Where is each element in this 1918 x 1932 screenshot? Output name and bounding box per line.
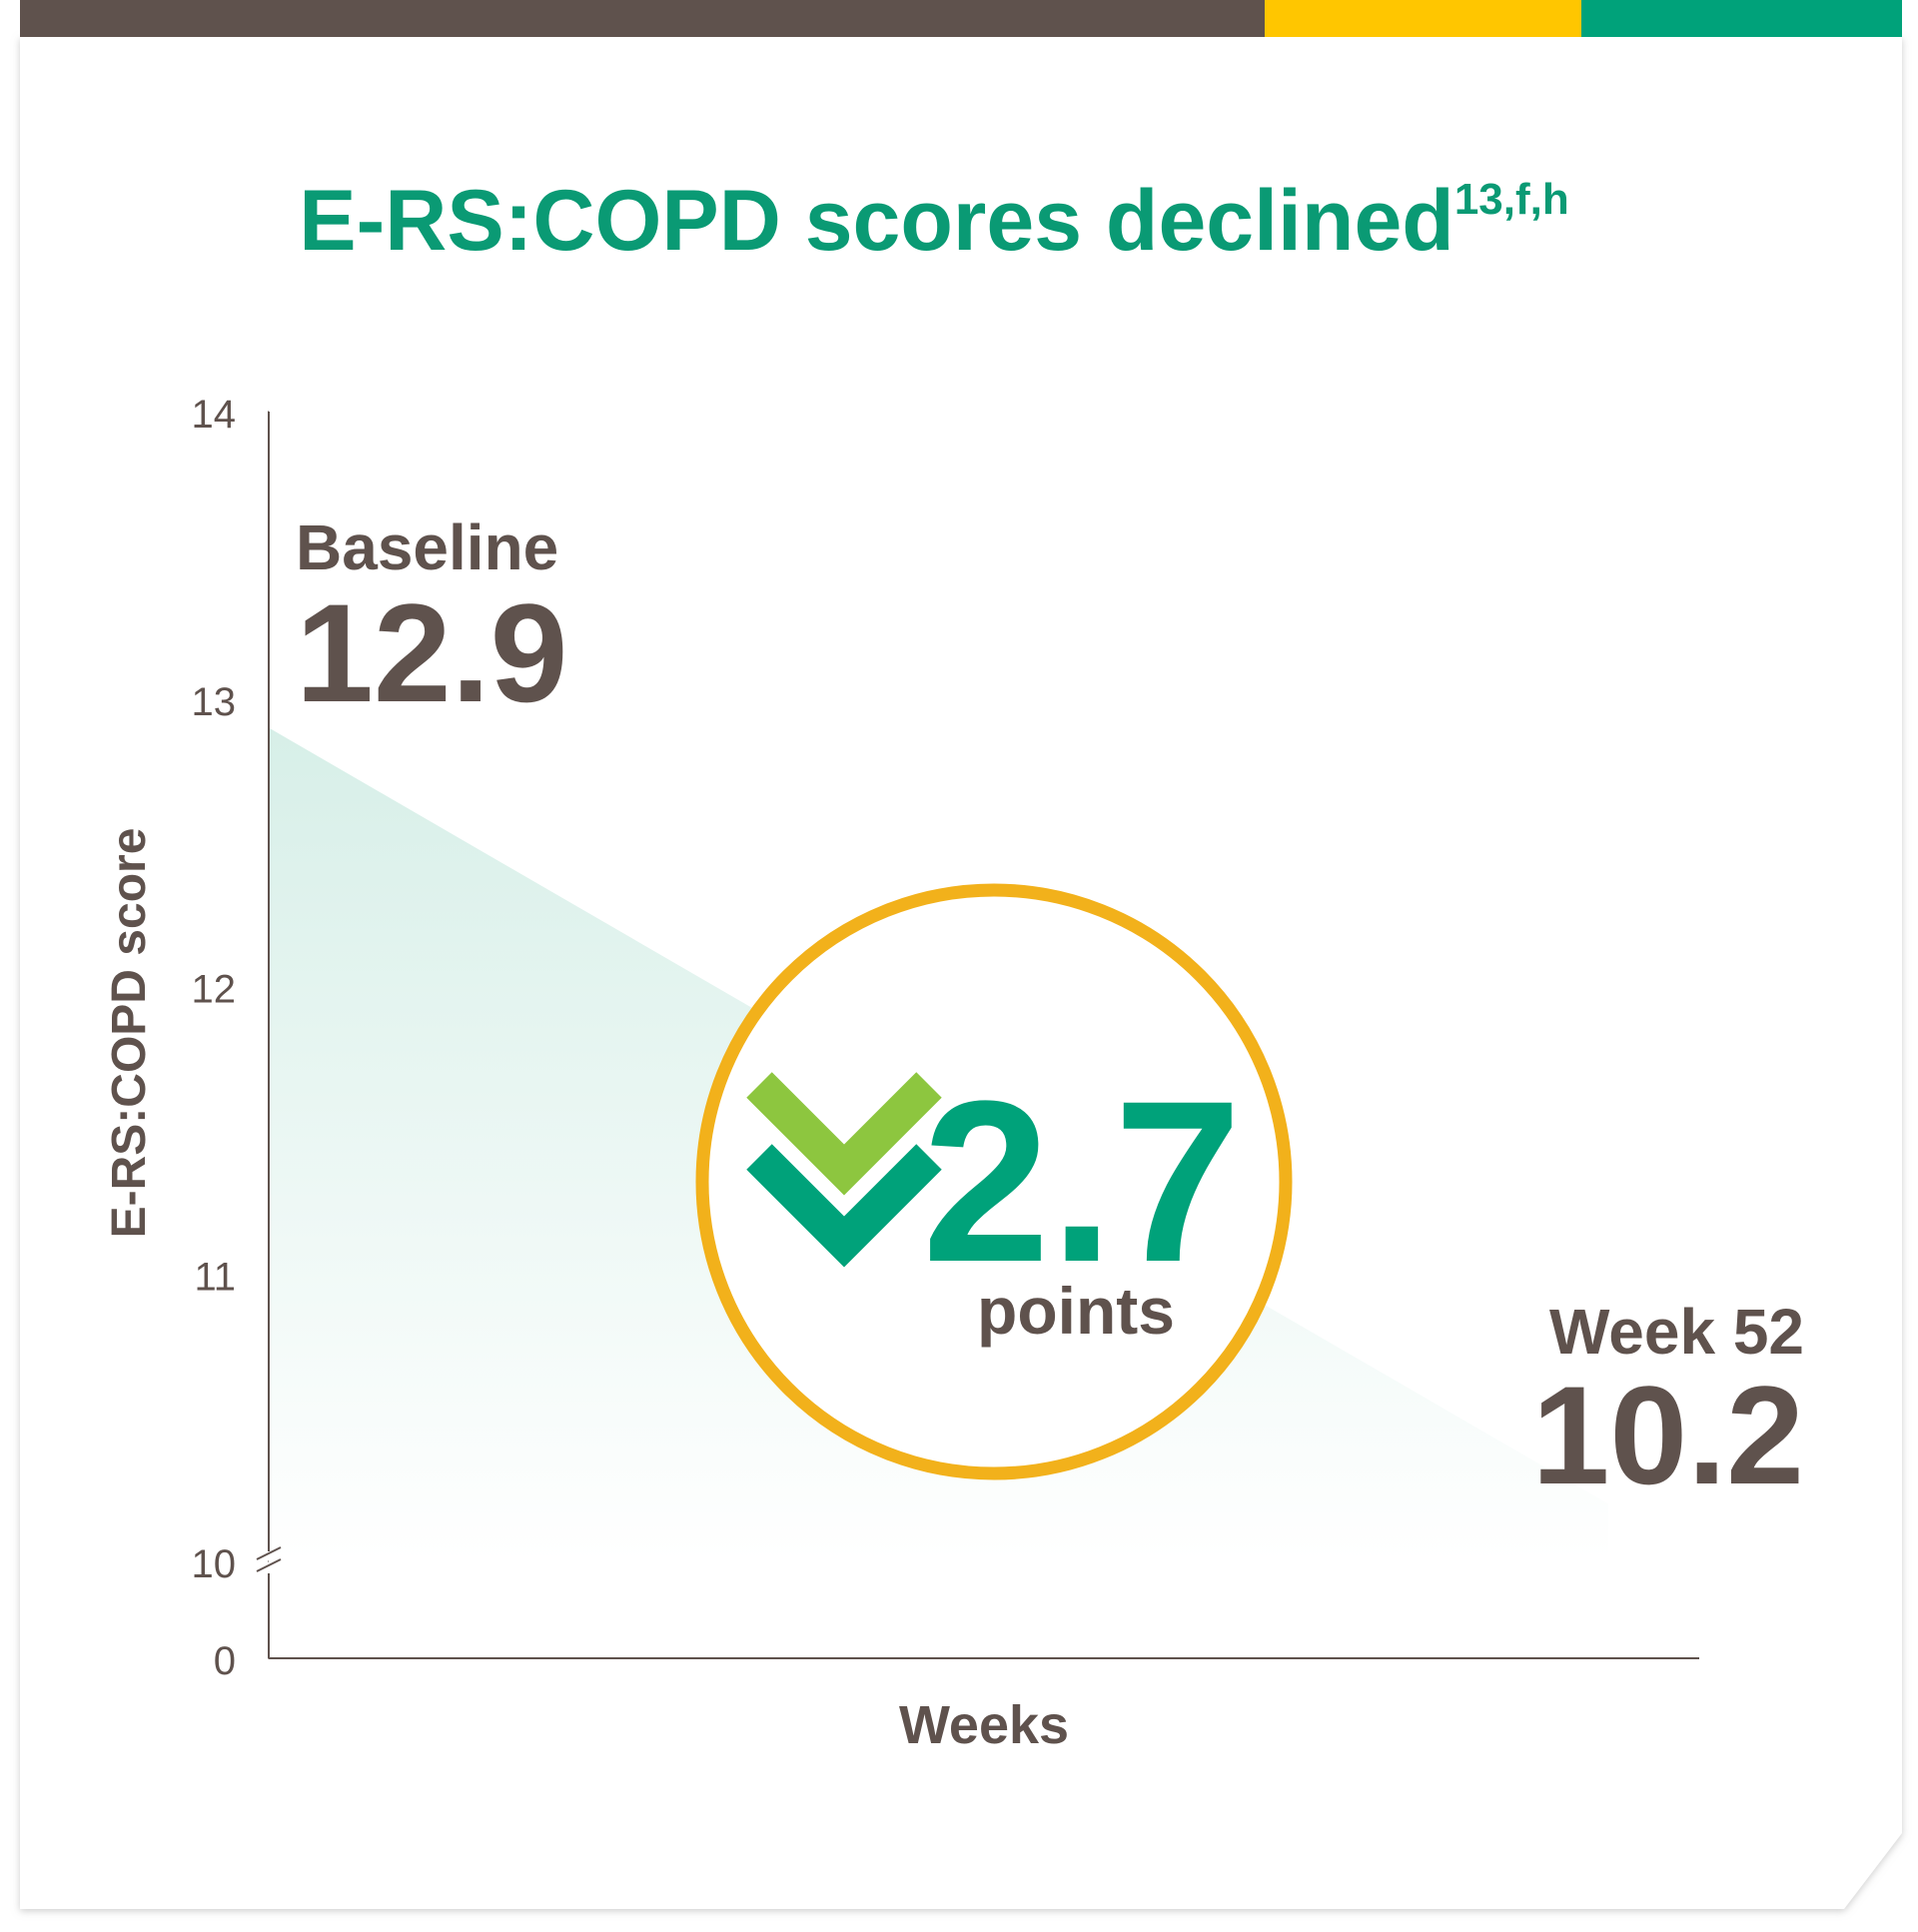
- top-bar-yellow: [1265, 0, 1581, 37]
- top-bar-brown: [20, 0, 1265, 37]
- annotation-unit: points: [977, 1274, 1175, 1348]
- y-tick-label: 13: [192, 680, 237, 724]
- category-label: Baseline: [296, 511, 558, 583]
- x-axis-label: Weeks: [899, 1695, 1069, 1755]
- top-bar-teal: [1581, 0, 1902, 37]
- y-tick-label: 14: [192, 393, 237, 437]
- chart-title: E-RS:COPD scores declined13,f,h: [299, 173, 1568, 269]
- y-tick-label: 10: [192, 1542, 237, 1586]
- title-text: E-RS:COPD scores declined: [299, 173, 1454, 269]
- y-tick-label: 0: [214, 1639, 236, 1683]
- value-label: 10.2: [1532, 1357, 1804, 1513]
- category-label: Week 52: [1549, 1296, 1804, 1368]
- chevron-dark: [746, 1144, 942, 1268]
- axis-break: [256, 1558, 282, 1572]
- annotation-circle: [695, 883, 1293, 1480]
- value-label: 12.9: [296, 574, 567, 731]
- chevron-light: [746, 1072, 942, 1196]
- y-axis-label: E-RS:COPD score: [103, 828, 156, 1239]
- title-superscript: 13,f,h: [1454, 175, 1569, 224]
- y-tick-label: 12: [192, 968, 237, 1012]
- axis-break: [256, 1546, 282, 1560]
- annotation-value: 2.7: [922, 1053, 1242, 1310]
- y-tick-label: 11: [194, 1255, 236, 1299]
